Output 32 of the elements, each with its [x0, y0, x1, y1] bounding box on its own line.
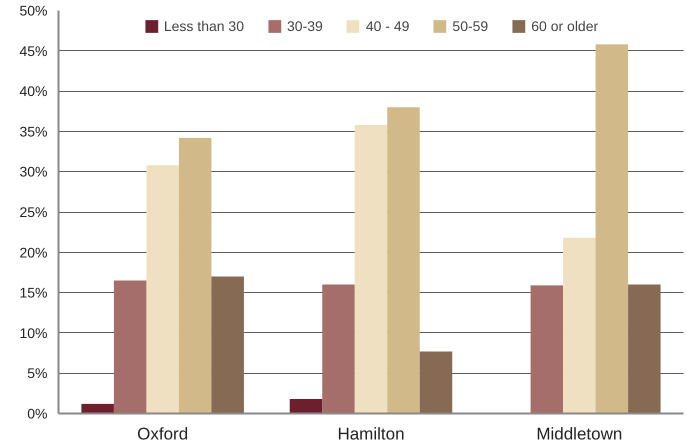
bar [420, 351, 452, 414]
x-tick-label: Middletown [536, 424, 622, 444]
y-tick-label: 35% [19, 123, 48, 140]
legend-label: 60 or older [531, 18, 598, 34]
bar [178, 138, 212, 414]
y-tick-label: 25% [19, 204, 48, 220]
y-tick-label: 30% [19, 164, 48, 180]
y-tick-label: 10% [19, 324, 48, 341]
y-tick-label: 45% [19, 42, 48, 59]
bar [628, 284, 661, 414]
legend-label: 30-39 [287, 18, 323, 34]
bar [563, 238, 596, 414]
x-tick-label: Hamilton [337, 424, 405, 444]
bar [114, 280, 146, 414]
bar [530, 285, 564, 414]
y-tick-label: 5% [27, 365, 48, 382]
legend-label: Less than 30 [164, 18, 244, 34]
legend-label: 40 - 49 [366, 18, 410, 34]
bar [354, 124, 388, 414]
bar [290, 398, 322, 414]
bar [146, 165, 179, 414]
bar [322, 284, 355, 414]
legend-label: 50-59 [452, 18, 488, 34]
bar [387, 107, 420, 414]
bar [211, 276, 244, 414]
x-tick-label: Oxford [137, 424, 188, 444]
y-tick-label: 15% [19, 284, 48, 301]
y-tick-label: 40% [19, 83, 48, 100]
y-tick-label: 0% [27, 406, 48, 422]
y-tick-label: 20% [19, 244, 48, 260]
bar [596, 44, 628, 414]
y-tick-label: 50% [19, 2, 48, 18]
